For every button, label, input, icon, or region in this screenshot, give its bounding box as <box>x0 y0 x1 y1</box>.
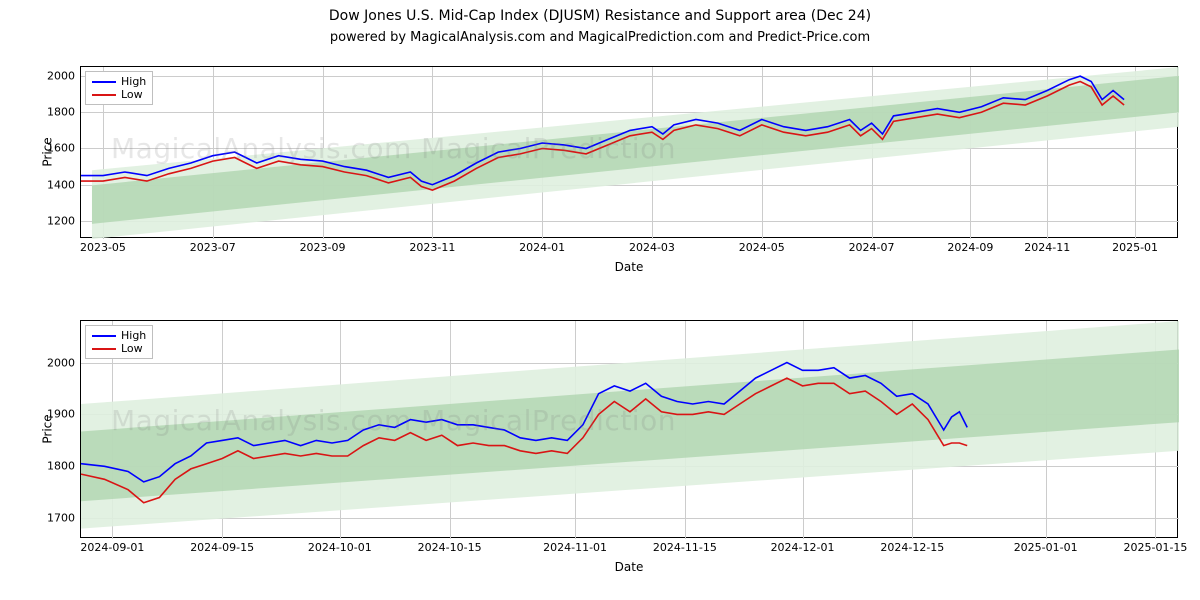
ytick-label: 1700 <box>47 512 81 525</box>
xtick-label: 2024-12-01 <box>771 537 835 554</box>
ytick-label: 2000 <box>47 356 81 369</box>
low-line <box>81 82 1124 191</box>
xlabel-bottom: Date <box>615 560 644 574</box>
legend-bottom: High Low <box>85 325 153 359</box>
xtick-label: 2023-09 <box>300 237 346 254</box>
ytick-label: 1800 <box>47 106 81 119</box>
xtick-label: 2024-09-15 <box>190 537 254 554</box>
chart-subtitle: powered by MagicalAnalysis.com and Magic… <box>0 24 1200 49</box>
chart-title: Dow Jones U.S. Mid-Cap Index (DJUSM) Res… <box>0 0 1200 24</box>
low-line <box>81 378 967 503</box>
ytick-label: 1900 <box>47 408 81 421</box>
xtick-label: 2025-01-15 <box>1124 537 1188 554</box>
legend-low-label: Low <box>121 342 143 355</box>
xtick-label: 2024-12-15 <box>880 537 944 554</box>
high-line <box>81 363 967 482</box>
legend-high-label: High <box>121 75 146 88</box>
xtick-label: 2024-11-01 <box>543 537 607 554</box>
legend-low-swatch <box>92 348 116 350</box>
ytick-label: 1400 <box>47 178 81 191</box>
legend-low-swatch <box>92 94 116 96</box>
top-chart: High Low Price MagicalAnalysis.com Magic… <box>80 66 1178 238</box>
ytick-label: 1800 <box>47 460 81 473</box>
legend-high-label: High <box>121 329 146 342</box>
xtick-label: 2024-09 <box>947 237 993 254</box>
xtick-label: 2024-10-15 <box>418 537 482 554</box>
ytick-label: 1200 <box>47 214 81 227</box>
xtick-label: 2024-11-15 <box>653 537 717 554</box>
xtick-label: 2024-10-01 <box>308 537 372 554</box>
legend-high-swatch <box>92 81 116 83</box>
legend-low-label: Low <box>121 88 143 101</box>
xtick-label: 2024-05 <box>739 237 785 254</box>
legend-high-swatch <box>92 335 116 337</box>
legend-top: High Low <box>85 71 153 105</box>
xtick-label: 2023-05 <box>80 237 126 254</box>
bottom-chart: High Low Price MagicalAnalysis.com Magic… <box>80 320 1178 538</box>
xtick-label: 2023-11 <box>409 237 455 254</box>
ytick-label: 1600 <box>47 142 81 155</box>
xtick-label: 2024-03 <box>629 237 675 254</box>
xtick-label: 2023-07 <box>190 237 236 254</box>
xtick-label: 2024-01 <box>519 237 565 254</box>
xtick-label: 2024-09-01 <box>80 537 144 554</box>
xtick-label: 2025-01-01 <box>1014 537 1078 554</box>
high-line <box>81 76 1124 185</box>
xlabel-top: Date <box>615 260 644 274</box>
xtick-label: 2024-07 <box>849 237 895 254</box>
xtick-label: 2024-11 <box>1024 237 1070 254</box>
ytick-label: 2000 <box>47 70 81 83</box>
xtick-label: 2025-01 <box>1112 237 1158 254</box>
